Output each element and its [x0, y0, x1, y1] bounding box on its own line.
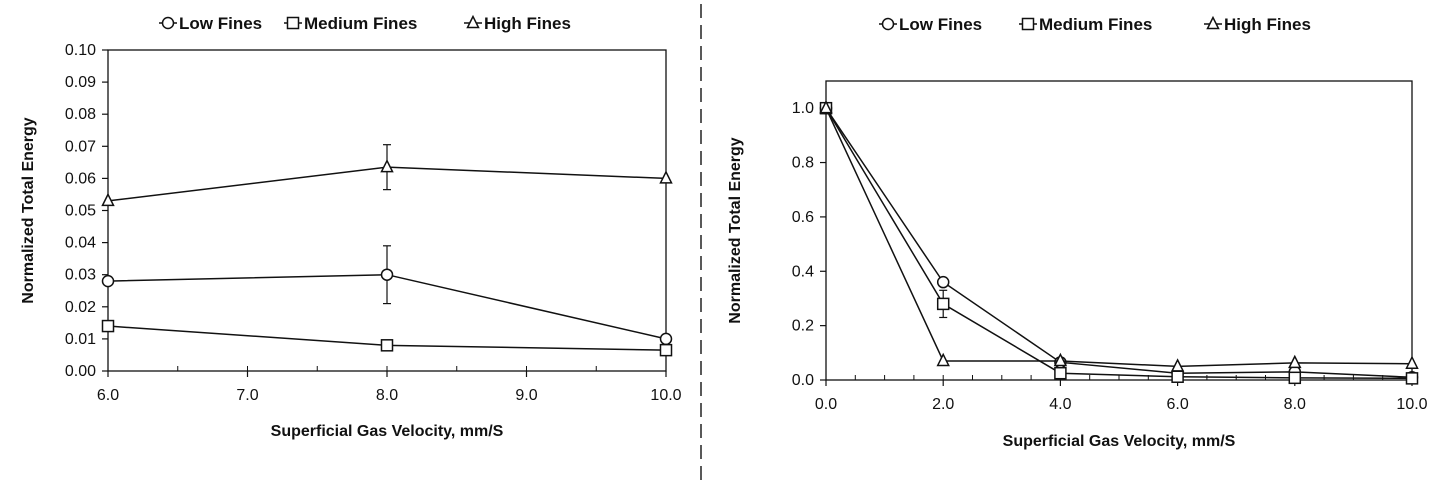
y-tick-label: 0.01 [65, 331, 96, 348]
legend-label: High Fines [484, 14, 571, 33]
x-axis-label: Superficial Gas Velocity, mm/S [271, 423, 504, 440]
data-point-triangle [1053, 352, 1068, 367]
legend-item: High Fines [464, 14, 571, 33]
x-tick-label: 8.0 [376, 387, 398, 404]
y-tick-label: 0.0 [792, 372, 814, 389]
y-tick-label: 0.00 [65, 363, 96, 380]
y-tick-label: 0.08 [65, 106, 96, 123]
y-tick-label: 1.0 [792, 100, 814, 117]
x-tick-label: 8.0 [1284, 396, 1306, 413]
legend-item: Medium Fines [1019, 15, 1152, 34]
legend-marker-square [1021, 17, 1035, 31]
legend-label: High Fines [1224, 15, 1311, 34]
y-tick-label: 0.6 [792, 209, 814, 226]
legend-item: Low Fines [159, 14, 262, 33]
series-square [101, 319, 673, 357]
data-point-square [101, 319, 115, 333]
y-tick-label: 0.07 [65, 138, 96, 155]
y-tick-label: 0.4 [792, 263, 814, 280]
data-point-square [1405, 372, 1419, 385]
data-point-triangle [1405, 355, 1419, 369]
legend-marker-circle [161, 16, 175, 30]
y-tick-label: 0.06 [65, 170, 96, 187]
series-triangle [101, 144, 673, 207]
data-point-triangle [1288, 354, 1302, 369]
y-axis-label: Normalized Total Energy [20, 117, 37, 304]
legend-marker-triangle [466, 14, 480, 29]
legend-marker-circle [881, 17, 895, 31]
x-tick-label: 10.0 [1396, 396, 1427, 413]
x-axis-label: Superficial Gas Velocity, mm/S [1003, 433, 1236, 450]
y-tick-label: 0.03 [65, 267, 96, 284]
data-point-triangle [659, 170, 673, 184]
data-point-triangle [380, 158, 394, 173]
data-point-circle [101, 274, 115, 288]
y-tick-label: 0.05 [65, 203, 96, 220]
x-tick-label: 9.0 [515, 387, 537, 404]
data-point-triangle [1170, 358, 1185, 372]
plot-area [107, 49, 667, 372]
legend-label: Low Fines [179, 14, 262, 33]
series-line [825, 107, 1413, 379]
y-axis-label: Normalized Total Energy [727, 137, 744, 324]
series-square [819, 101, 1419, 385]
legend-marker-triangle [1206, 15, 1220, 30]
data-point-square [380, 339, 394, 352]
data-point-circle [659, 332, 673, 346]
data-point-triangle [819, 100, 833, 114]
series-line [825, 107, 1413, 380]
y-tick-label: 0.02 [65, 299, 96, 316]
series-circle [819, 101, 1419, 384]
data-point-circle [380, 268, 394, 281]
legend-marker-square [286, 16, 300, 30]
data-point-triangle [936, 352, 950, 367]
x-tick-label: 6.0 [1166, 396, 1188, 413]
legend-item: High Fines [1204, 15, 1311, 34]
series-triangle [819, 100, 1419, 372]
x-tick-label: 7.0 [236, 387, 258, 404]
legend-label: Medium Fines [1039, 15, 1152, 34]
data-point-square [1171, 370, 1184, 383]
legend-item: Medium Fines [284, 14, 417, 33]
x-tick-label: 6.0 [97, 387, 119, 404]
y-tick-label: 0.8 [792, 155, 814, 172]
legend-label: Medium Fines [304, 14, 417, 33]
x-tick-label: 4.0 [1049, 396, 1071, 413]
data-point-square [659, 343, 673, 357]
data-point-square [1054, 366, 1067, 380]
series-circle [101, 245, 673, 346]
data-point-square [936, 297, 950, 311]
data-point-triangle [101, 192, 115, 207]
x-tick-label: 0.0 [815, 396, 837, 413]
x-tick-label: 10.0 [650, 387, 681, 404]
series-line [825, 107, 1413, 368]
x-tick-label: 2.0 [932, 396, 954, 413]
y-tick-label: 0.10 [65, 42, 96, 59]
legend-label: Low Fines [899, 15, 982, 34]
y-tick-label: 0.09 [65, 74, 96, 91]
plot-area [825, 80, 1413, 381]
data-point-square [1288, 371, 1302, 385]
chart-left: 6.0 7.0 8.0 9.0 10.0 0.00 0.01 0.02 0.03 0.04 0.05… [20, 14, 682, 440]
legend-item: Low Fines [879, 15, 982, 34]
data-point-circle [936, 275, 950, 289]
y-tick-label: 0.04 [65, 235, 96, 252]
chart-right: 0.0 2.0 4.0 6.0 8.0 10.0 0.0 0.2 0.4 0.6 0.8 1.0 Sup… [727, 15, 1428, 450]
y-tick-label: 0.2 [792, 318, 814, 335]
